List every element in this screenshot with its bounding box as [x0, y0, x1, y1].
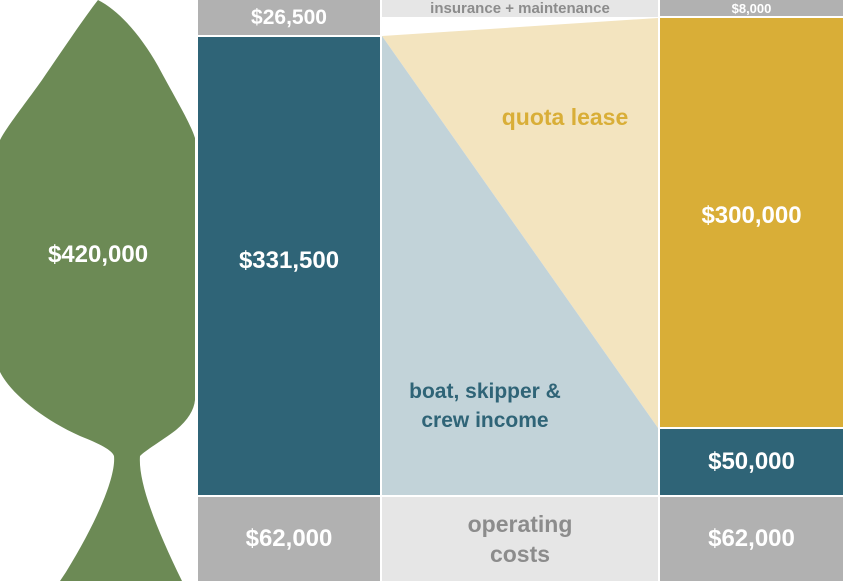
left-bottom-value: $62,000 [198, 497, 380, 581]
operating-costs-line2: costs [489, 541, 551, 567]
operating-costs-line1: operating [467, 511, 573, 537]
boat-crew-income-line1: boat, skipper & [409, 380, 561, 403]
operating-costs-box: operating costs [382, 497, 658, 581]
right-main-value: $300,000 [660, 18, 843, 427]
quota-lease-band [382, 18, 658, 428]
right-top-value: $8,000 [660, 0, 843, 16]
boat-crew-income-label: boat, skipper & crew income [395, 377, 575, 435]
right-bottom-value: $62,000 [660, 497, 843, 581]
boat-crew-income-band [382, 36, 658, 495]
boat-crew-income-line2: crew income [421, 409, 549, 432]
left-top-value: $26,500 [198, 0, 380, 35]
left-main-value: $331,500 [198, 37, 380, 495]
insurance-maintenance-label: insurance + maintenance [430, 0, 610, 17]
fish-value: $420,000 [47, 241, 149, 268]
insurance-maintenance-bar: insurance + maintenance [382, 0, 658, 17]
quota-lease-label: quota lease [501, 104, 629, 130]
right-lower-value: $50,000 [660, 429, 843, 495]
